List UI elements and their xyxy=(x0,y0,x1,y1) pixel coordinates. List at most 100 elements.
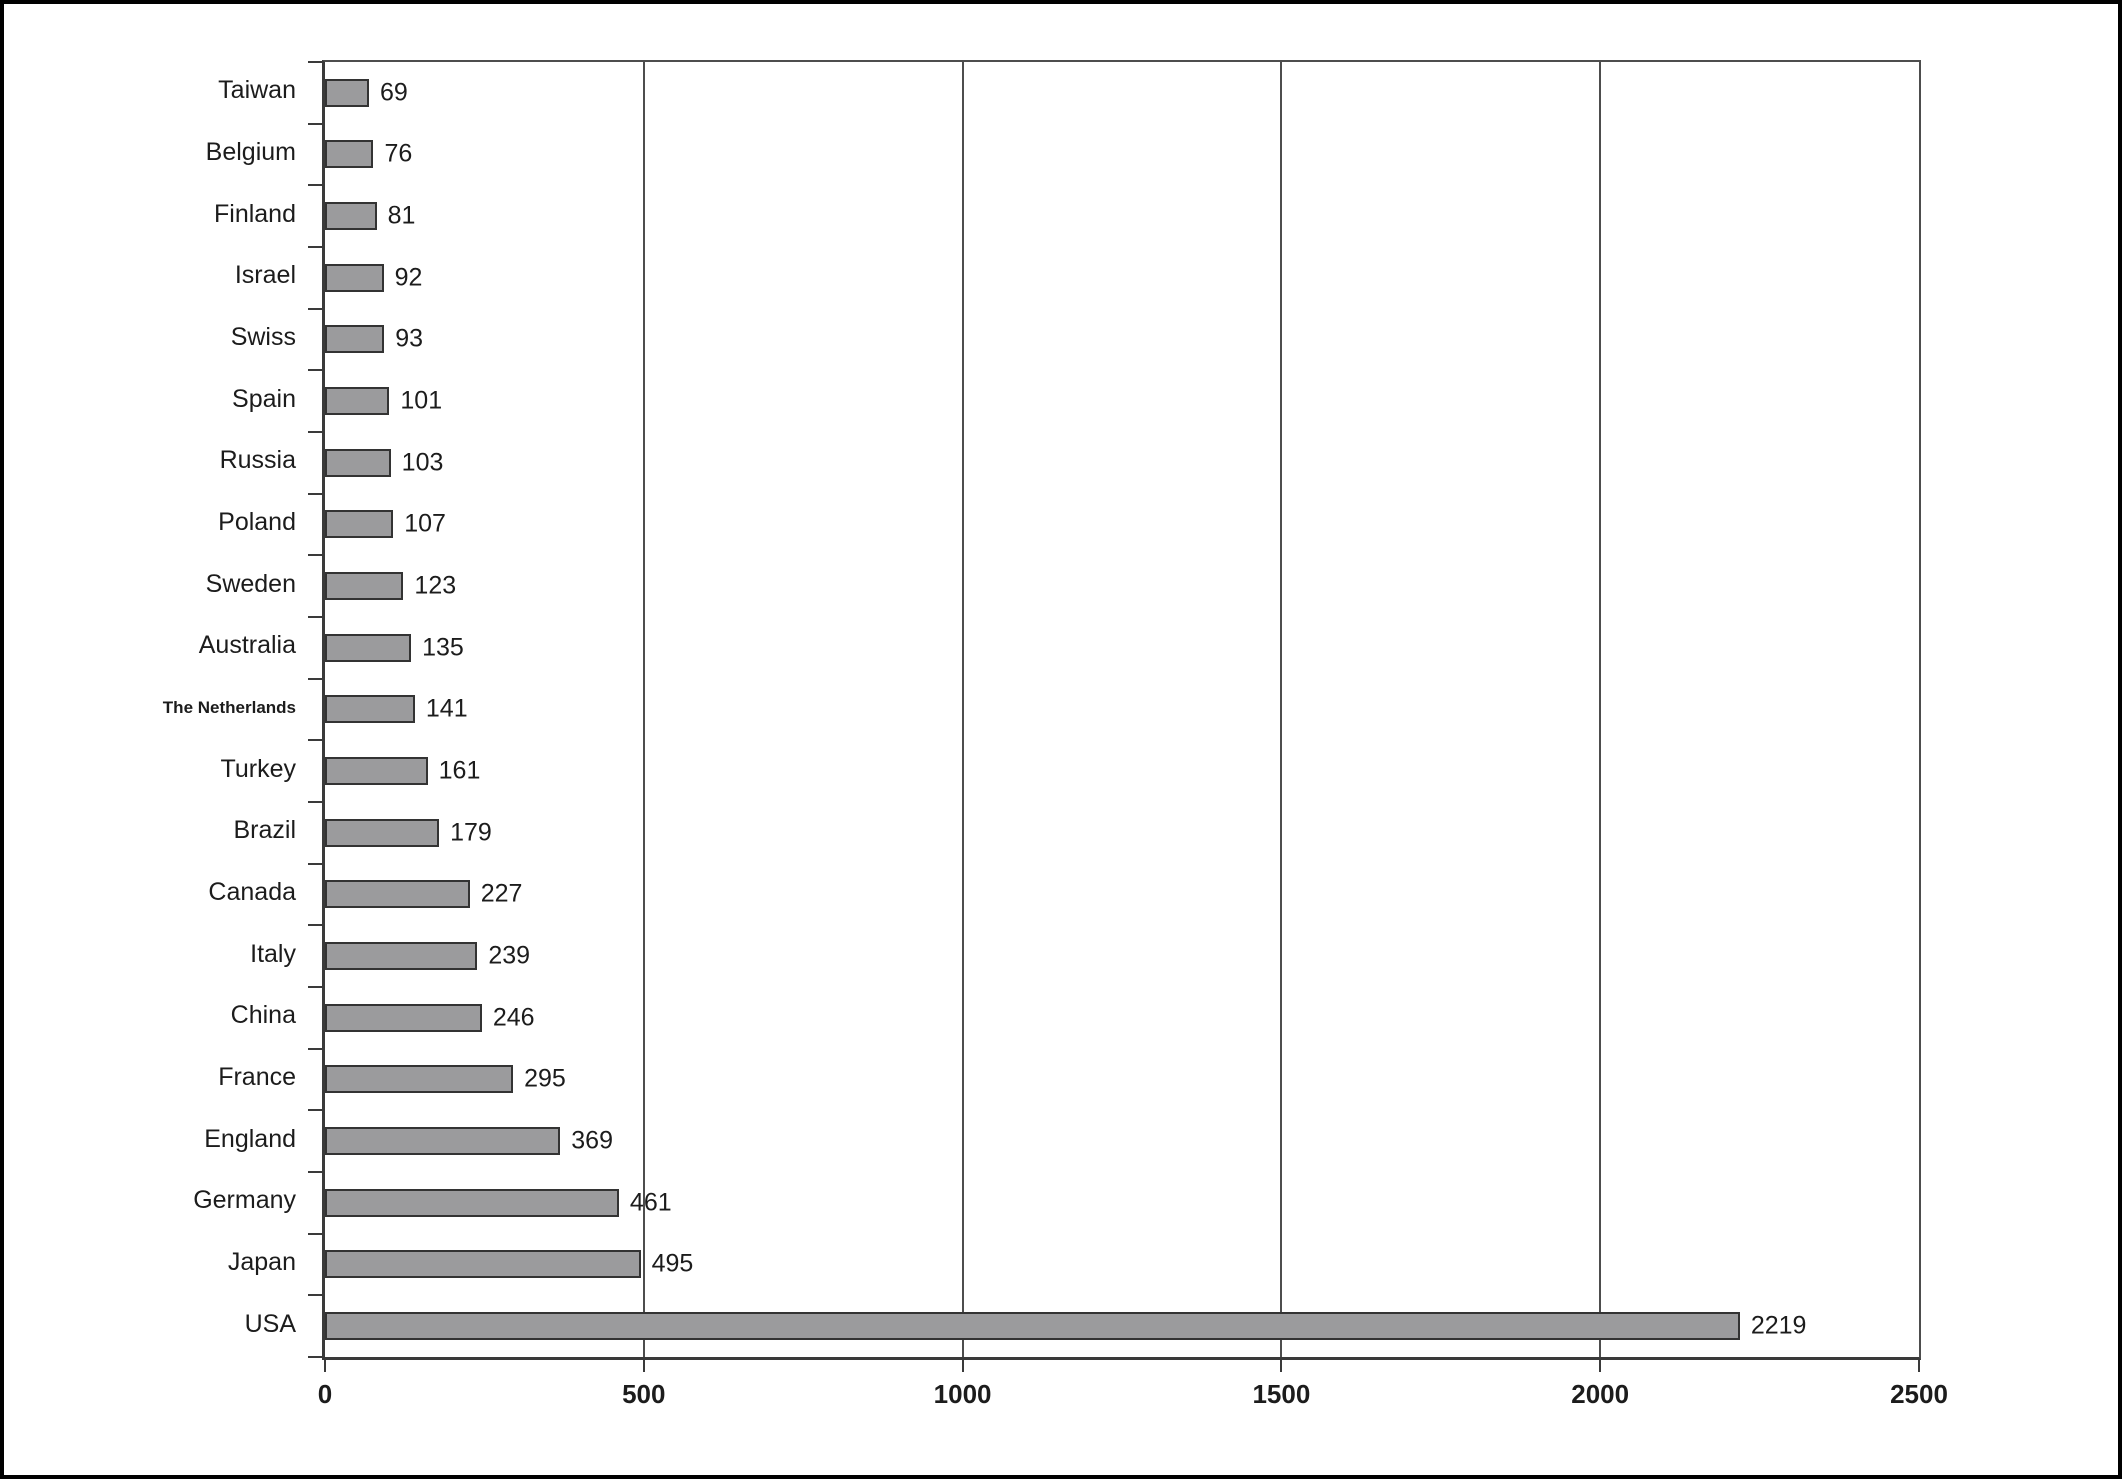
y-axis-tick xyxy=(308,739,322,742)
x-axis-tick-1000 xyxy=(961,1360,964,1372)
category-label-china: China xyxy=(230,1001,296,1030)
x-axis-tick-500 xyxy=(642,1360,645,1372)
y-axis-tick xyxy=(308,616,322,618)
bar-belgium xyxy=(325,140,374,169)
category-label-finland: Finland xyxy=(214,199,296,228)
bar-row-belgium: 76 xyxy=(325,124,1919,186)
y-axis-tick xyxy=(308,61,322,63)
bar-row-sweden: 123 xyxy=(325,555,1919,617)
y-axis-tick xyxy=(308,1356,322,1358)
y-axis-tick xyxy=(308,1171,322,1173)
bar-row-russia: 103 xyxy=(325,432,1919,494)
bar-brazil xyxy=(325,818,440,847)
value-label-turkey: 161 xyxy=(438,756,481,785)
bar-row-the-netherlands: 141 xyxy=(325,679,1919,741)
category-label-japan: Japan xyxy=(227,1247,296,1276)
value-label-sweden: 123 xyxy=(414,571,457,600)
category-label-france: France xyxy=(218,1062,296,1091)
bar-row-turkey: 161 xyxy=(325,740,1919,802)
bar-the-netherlands xyxy=(325,695,415,724)
x-axis-tick-2000 xyxy=(1599,1360,1602,1372)
bar-row-england: 369 xyxy=(325,1110,1919,1172)
category-label-canada: Canada xyxy=(208,877,296,906)
bar-germany xyxy=(325,1188,619,1217)
category-label-taiwan: Taiwan xyxy=(218,76,296,105)
value-label-germany: 461 xyxy=(629,1188,672,1217)
bar-row-spain: 101 xyxy=(325,370,1919,432)
y-axis-tick xyxy=(308,431,322,433)
bar-taiwan xyxy=(325,78,369,107)
bar-england xyxy=(325,1127,561,1156)
bar-china xyxy=(325,1003,482,1032)
x-axis-label-2500: 2500 xyxy=(1890,1379,1948,1409)
bar-spain xyxy=(325,387,390,416)
value-label-brazil: 179 xyxy=(450,818,492,847)
bar-israel xyxy=(325,263,384,292)
gridline-2000 xyxy=(1599,62,1602,1357)
bar-row-germany: 461 xyxy=(325,1172,1919,1234)
gridline-1000 xyxy=(961,62,964,1357)
y-axis-tick xyxy=(308,246,322,248)
bar-row-brazil: 179 xyxy=(325,802,1919,864)
bar-canada xyxy=(325,880,470,909)
bar-row-canada: 227 xyxy=(325,864,1919,926)
bar-row-israel: 92 xyxy=(325,247,1919,309)
bar-russia xyxy=(325,448,391,477)
value-label-israel: 92 xyxy=(394,263,423,292)
value-label-poland: 107 xyxy=(404,509,446,538)
category-label-usa: USA xyxy=(244,1309,296,1338)
y-axis-tick xyxy=(308,307,322,310)
y-axis-tick xyxy=(308,1047,322,1050)
bar-row-usa: 2219 xyxy=(325,1295,1919,1357)
bar-row-japan: 495 xyxy=(325,1234,1919,1296)
y-axis-tick xyxy=(308,1109,322,1112)
value-label-italy: 239 xyxy=(488,941,531,970)
category-label-germany: Germany xyxy=(193,1186,296,1215)
value-label-taiwan: 69 xyxy=(379,78,408,107)
x-axis-label-1000: 1000 xyxy=(933,1379,992,1409)
y-axis-tick xyxy=(308,492,322,495)
bar-japan xyxy=(325,1250,641,1279)
value-label-the-netherlands: 141 xyxy=(425,694,468,723)
bar-row-france: 295 xyxy=(325,1049,1919,1111)
y-axis-tick xyxy=(308,122,322,125)
y-axis-tick xyxy=(308,801,322,803)
bar-usa xyxy=(325,1312,1740,1341)
value-label-belgium: 76 xyxy=(384,139,413,168)
x-axis-label-0: 0 xyxy=(317,1379,333,1409)
value-label-australia: 135 xyxy=(422,633,464,662)
y-axis-tick xyxy=(308,554,322,557)
category-label-poland: Poland xyxy=(218,507,296,536)
value-label-swiss: 93 xyxy=(395,324,424,353)
category-label-the-netherlands: The Netherlands xyxy=(162,697,296,717)
bar-poland xyxy=(325,510,394,539)
y-axis-tick xyxy=(308,862,322,865)
value-label-usa: 2219 xyxy=(1750,1311,1807,1340)
bar-swiss xyxy=(325,325,385,354)
gridline-500 xyxy=(642,62,645,1357)
value-label-canada: 227 xyxy=(480,879,523,908)
y-axis-tick xyxy=(308,369,322,372)
x-axis-label-500: 500 xyxy=(622,1379,666,1409)
category-label-turkey: Turkey xyxy=(220,754,296,783)
category-labels-container: Taiwan Belgium Finland Israel Swiss Spain Russ… xyxy=(4,60,296,1355)
value-label-china: 246 xyxy=(492,1003,535,1032)
bar-finland xyxy=(325,202,377,231)
bar-row-taiwan: 69 xyxy=(325,62,1919,124)
category-label-russia: Russia xyxy=(219,446,296,475)
bar-france xyxy=(325,1065,514,1094)
x-axis-tick-2500 xyxy=(1918,1360,1920,1372)
category-label-australia: Australia xyxy=(198,631,296,660)
bar-row-italy: 239 xyxy=(325,925,1919,987)
bar-australia xyxy=(325,633,412,662)
value-label-france: 295 xyxy=(524,1064,566,1093)
bar-turkey xyxy=(325,757,428,786)
category-label-swiss: Swiss xyxy=(230,322,296,351)
x-axis-label-1500: 1500 xyxy=(1252,1379,1311,1409)
x-axis-label-2000: 2000 xyxy=(1571,1379,1630,1409)
category-label-israel: Israel xyxy=(234,261,296,290)
y-axis-tick xyxy=(308,924,322,927)
value-label-russia: 103 xyxy=(401,448,444,477)
x-axis-tick-1500 xyxy=(1280,1360,1283,1372)
value-label-england: 369 xyxy=(571,1126,613,1155)
